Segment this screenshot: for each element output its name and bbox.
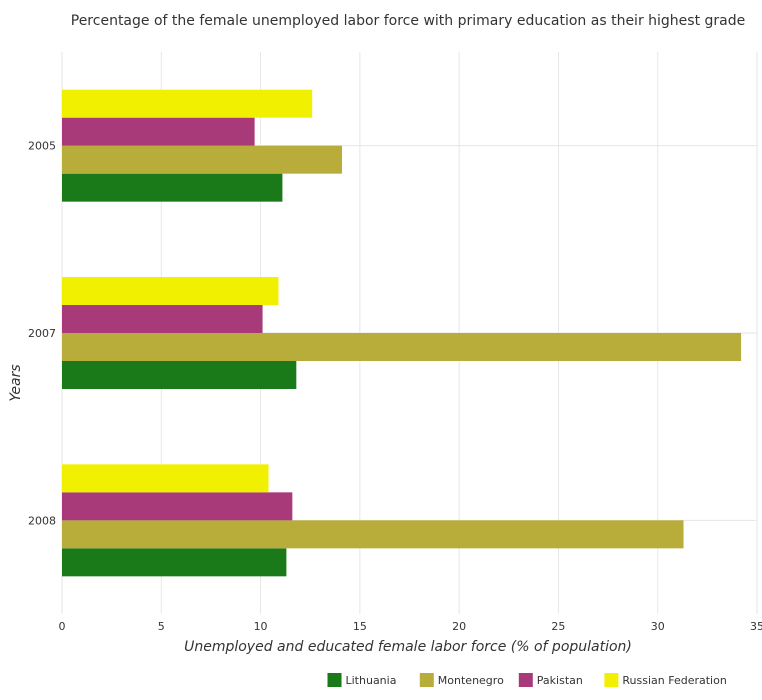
bar-lithuania-2008 — [62, 548, 287, 577]
bar-montenegro-2005 — [62, 145, 342, 174]
chart-title: Percentage of the female unemployed labo… — [71, 13, 746, 29]
legend-swatch — [518, 673, 533, 687]
x-tick-label: 25 — [551, 620, 565, 633]
bars — [62, 89, 742, 577]
legend-label: Pakistan — [537, 674, 583, 687]
bar-lithuania-2007 — [62, 361, 297, 389]
bar-russian-federation-2007 — [62, 277, 279, 305]
legend-label: Russian Federation — [622, 674, 726, 687]
legend-swatch — [419, 673, 434, 687]
x-tick-label: 10 — [254, 620, 268, 633]
legend-label: Lithuania — [346, 674, 397, 687]
x-tick-label: 20 — [452, 620, 466, 633]
bar-montenegro-2008 — [62, 520, 684, 549]
legend-swatch — [327, 673, 342, 687]
bar-pakistan-2005 — [62, 117, 255, 146]
x-tick-label: 15 — [353, 620, 367, 633]
x-tick-label: 5 — [158, 620, 165, 633]
bar-pakistan-2008 — [62, 492, 293, 521]
x-tick-label: 35 — [750, 620, 762, 633]
bar-montenegro-2007 — [62, 333, 742, 361]
legend-label: Montenegro — [438, 674, 504, 687]
tick-labels: 0 5 10 15 20 25 30 35 2005 2007 2008 — [28, 140, 762, 633]
y-tick-label: 2005 — [28, 140, 56, 153]
x-tick-label: 30 — [651, 620, 665, 633]
bar-russian-federation-2005 — [62, 89, 313, 118]
y-tick-label: 2008 — [28, 514, 56, 527]
y-axis-label: Years — [8, 364, 24, 401]
bar-russian-federation-2008 — [62, 464, 269, 493]
bar-pakistan-2007 — [62, 305, 263, 333]
bar-lithuania-2005 — [62, 173, 283, 202]
legend: Lithuania Montenegro Pakistan Russian Feder… — [327, 673, 727, 687]
x-tick-label: 0 — [59, 620, 66, 633]
y-tick-label: 2007 — [28, 327, 56, 340]
legend-swatch — [604, 673, 619, 687]
x-axis-label: Unemployed and educated female labor for… — [184, 639, 632, 655]
